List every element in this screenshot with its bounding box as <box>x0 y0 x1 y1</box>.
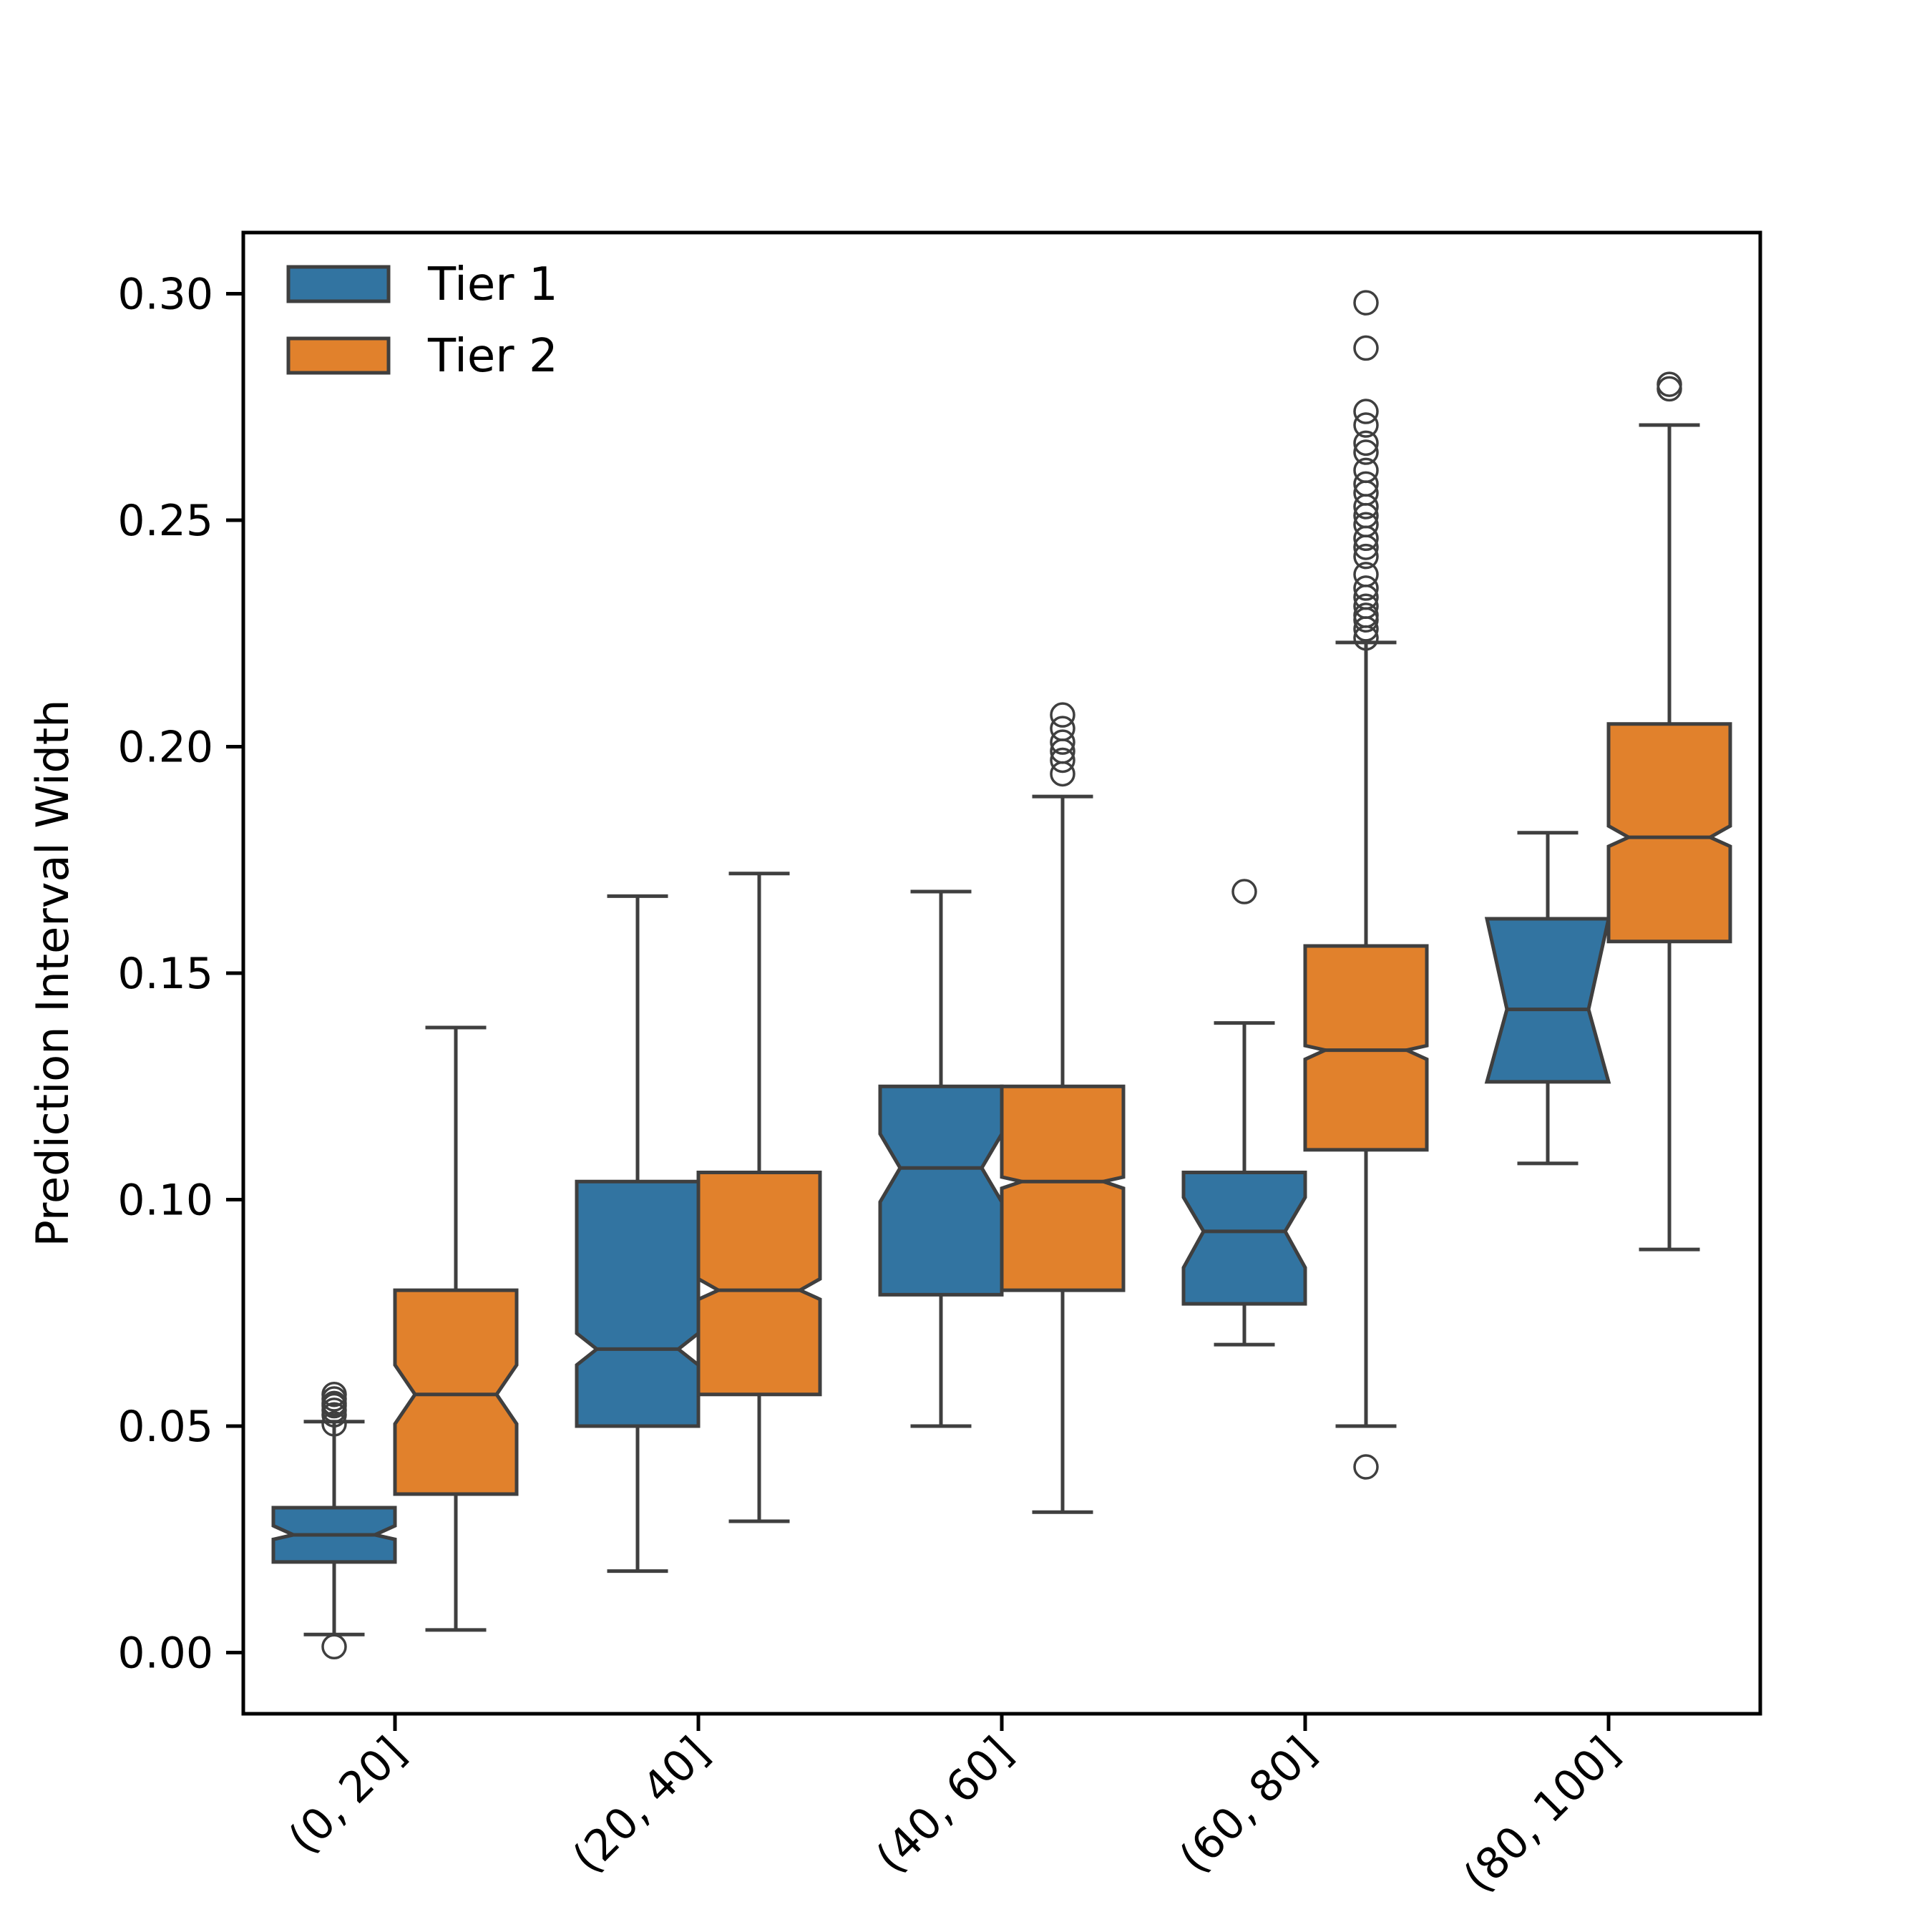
outlier-point <box>1353 562 1379 587</box>
y-tick-label: 0.00 <box>117 1629 213 1679</box>
box-tier-1-1 <box>271 1381 397 1660</box>
y-tick-label: 0.05 <box>117 1402 213 1452</box>
box-body <box>1000 1084 1126 1292</box>
box-body <box>1606 722 1732 944</box>
legend-label: Tier 2 <box>427 330 558 383</box>
box-body <box>878 1084 1004 1297</box>
outlier-point <box>1353 457 1379 484</box>
legend: Tier 1 Tier 2 <box>286 258 558 383</box>
box-body <box>1303 944 1429 1152</box>
box-tier-2-4 <box>1303 290 1429 1480</box>
outlier-point <box>1050 729 1075 755</box>
outlier-point <box>1050 716 1075 741</box>
legend-swatch <box>286 265 391 303</box>
y-tick-label: 0.25 <box>117 496 213 546</box>
plot-elements <box>271 290 1732 1660</box>
box-tier-1-4 <box>1181 879 1307 1347</box>
box-tier-2-1 <box>393 1025 519 1632</box>
box-tier-2-5 <box>1606 371 1732 1252</box>
box-body <box>1484 917 1611 1084</box>
outlier-point <box>1353 1454 1379 1480</box>
x-tick-label: (40, 60] <box>867 1727 1023 1883</box>
outlier-point <box>1657 371 1682 397</box>
y-tick-label: 0.10 <box>117 1176 213 1226</box>
outlier-point <box>1231 879 1257 904</box>
outlier-point <box>1353 575 1379 601</box>
outlier-point <box>1353 430 1379 457</box>
x-axis: (0, 20] (20, 40] (40, 60] (60, 80] (80, 100] <box>279 1714 1629 1903</box>
outlier-point <box>1353 335 1379 361</box>
y-tick-label: 0.20 <box>117 722 213 772</box>
outlier-point <box>321 1634 347 1660</box>
outlier-point <box>1353 412 1379 438</box>
outlier-point <box>1353 290 1379 316</box>
outlier-point <box>1353 512 1379 538</box>
outlier-point <box>1050 761 1075 787</box>
box-tier-1-3 <box>878 889 1004 1428</box>
y-tick-label: 0.30 <box>117 269 213 319</box>
outlier-point <box>1050 702 1075 728</box>
box-body <box>696 1171 822 1397</box>
outlier-point <box>1353 399 1379 424</box>
outlier-point <box>1353 602 1379 628</box>
y-axis-title: Prediction Interval Width <box>26 700 79 1247</box>
outlier-point <box>321 1381 347 1407</box>
y-tick-label: 0.15 <box>117 949 213 999</box>
box-tier-1-2 <box>575 894 701 1574</box>
outlier-point <box>1353 593 1379 619</box>
x-tick-label: (20, 40] <box>563 1727 719 1883</box>
x-tick-label: (0, 20] <box>279 1727 416 1864</box>
legend-label: Tier 1 <box>427 258 558 311</box>
box-tier-1-5 <box>1484 831 1611 1166</box>
outlier-point <box>1353 543 1379 570</box>
outlier-point <box>1050 747 1075 774</box>
box-body <box>393 1288 519 1496</box>
outlier-point <box>321 1411 347 1437</box>
box-tier-2-2 <box>696 872 822 1523</box>
x-tick-label: (60, 80] <box>1170 1727 1326 1883</box>
outlier-point <box>1353 439 1379 465</box>
legend-swatch <box>286 336 391 375</box>
box-body <box>575 1179 701 1428</box>
box-body <box>1181 1171 1307 1306</box>
box-tier-2-3 <box>1000 702 1126 1514</box>
y-axis: 0.00 0.05 0.10 0.15 0.20 0.25 0.30 <box>117 269 243 1679</box>
outlier-point <box>1353 471 1379 497</box>
x-tick-label: (80, 100] <box>1454 1727 1629 1903</box>
